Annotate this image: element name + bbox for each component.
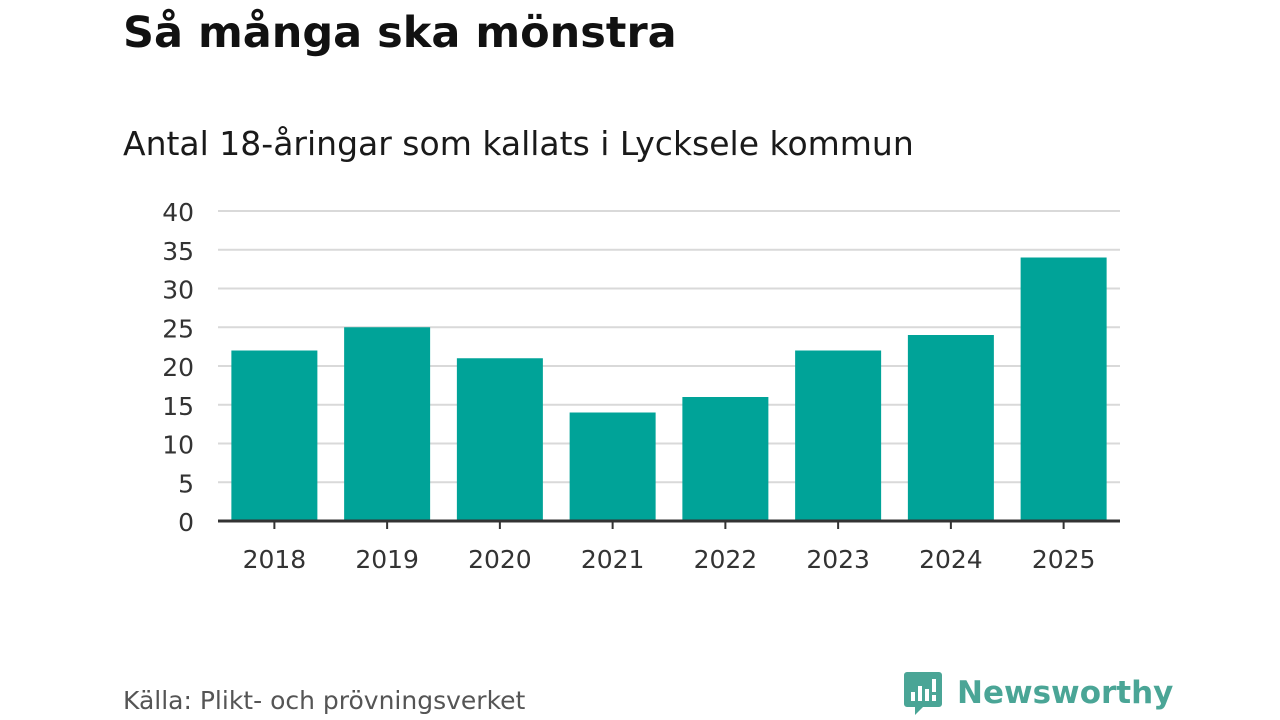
- x-tick-label: 2019: [355, 545, 419, 574]
- x-tick-label: 2018: [243, 545, 307, 574]
- y-tick-label: 10: [162, 431, 194, 460]
- chart-title: Så många ska mönstra: [123, 8, 677, 58]
- x-tick-label: 2020: [468, 545, 532, 574]
- x-tick-label: 2025: [1032, 545, 1096, 574]
- x-tick-label: 2024: [919, 545, 983, 574]
- bar-2023: [795, 350, 882, 521]
- bar-2019: [344, 327, 431, 521]
- bars: [231, 257, 1107, 521]
- bar-2018: [231, 350, 318, 521]
- bar-2021: [569, 412, 656, 521]
- y-tick-label: 30: [162, 276, 194, 305]
- y-axis-ticks: 0 5 10 15 20 25 30 35 40: [162, 198, 194, 537]
- chart-subtitle: Antal 18-åringar som kallats i Lycksele …: [123, 124, 914, 163]
- bar-2020: [456, 358, 543, 521]
- y-tick-label: 0: [178, 508, 194, 537]
- x-tick-label: 2022: [694, 545, 758, 574]
- x-axis-ticks: 2018 2019 2020 2021 2022 2023 2024 2025: [243, 521, 1096, 574]
- y-tick-label: 15: [162, 392, 194, 421]
- brand-logo: Newsworthy: [903, 671, 1173, 715]
- bar-2024: [907, 335, 994, 521]
- newsworthy-logo-icon: [904, 672, 942, 715]
- x-tick-label: 2021: [581, 545, 645, 574]
- y-tick-label: 25: [162, 314, 194, 343]
- bar-2025: [1020, 257, 1107, 521]
- brand-name: Newsworthy: [957, 675, 1174, 711]
- y-tick-label: 20: [162, 353, 194, 382]
- source-note: Källa: Plikt- och prövningsverket: [123, 686, 526, 715]
- bar-2022: [682, 397, 769, 521]
- y-tick-label: 5: [178, 469, 194, 498]
- y-tick-label: 35: [162, 237, 194, 266]
- x-tick-label: 2023: [806, 545, 870, 574]
- y-tick-label: 40: [162, 198, 194, 227]
